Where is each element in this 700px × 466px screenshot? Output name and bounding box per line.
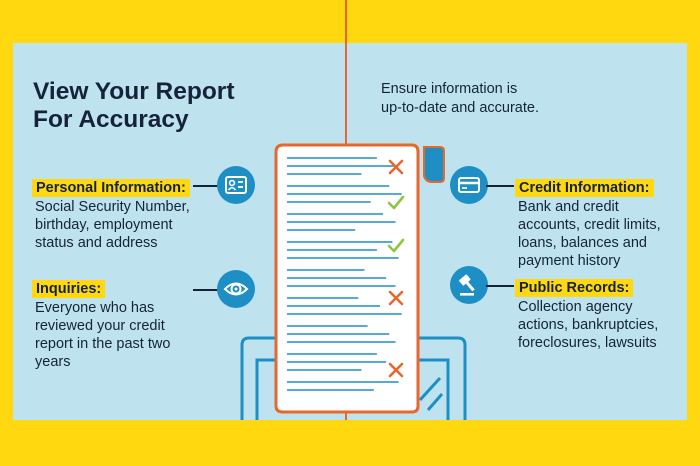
subtitle-line-2: up-to-date and accurate. [381,100,539,116]
inquiries-line: reviewed your credit [35,318,165,334]
credit-info-line: Bank and credit [518,199,619,215]
cross-mark-icon [388,159,404,175]
subtitle-line-1: Ensure information is [381,81,518,97]
gavel-icon [450,266,488,304]
tablet-glare-1 [418,376,442,402]
inquiries-line: report in the past two [35,336,171,352]
public-records-line: actions, bankruptcies, [518,317,659,333]
personal-info-heading: Personal Information: [32,179,190,197]
credit-connector [486,185,514,187]
public-records-line: foreclosures, lawsuits [518,335,657,351]
document-text-lines [287,157,402,391]
personal-info-line: Social Security Number, [35,199,190,215]
credit-info-heading: Credit Information: [515,179,654,197]
title-line-1: View Your Report [33,78,235,105]
page-title: View Your Report For Accuracy [33,78,235,134]
personal-info-line: birthday, employment [35,217,173,233]
document-marks [387,159,405,378]
cross-mark-icon [388,290,404,306]
public-records-heading: Public Records: [515,279,634,297]
public-records-block: Public Records: Collection agency action… [515,279,659,352]
divider-top-line [345,0,347,43]
subtitle: Ensure information is up-to-date and acc… [381,80,539,118]
cross-mark-icon [388,362,404,378]
report-document [274,143,445,414]
check-mark-icon [387,195,405,210]
credit-info-line: loans, balances and [518,235,647,251]
credit-info-block: Credit Information: Bank and credit acco… [515,179,661,270]
public-records-line: Collection agency [518,299,633,315]
document-curl [423,146,445,183]
personal-info-block: Personal Information: Social Security Nu… [32,179,190,252]
eye-icon [217,270,255,308]
id-card-icon [217,166,255,204]
credit-card-icon [450,166,488,204]
tablet-glare-2 [426,393,444,411]
credit-info-line: accounts, credit limits, [518,217,661,233]
public-connector [486,285,514,287]
inquiries-connector [193,289,219,291]
personal-connector [193,185,219,187]
personal-info-line: status and address [35,235,158,251]
inquiries-line: Everyone who has [35,300,155,316]
inquiries-heading: Inquiries: [32,280,106,298]
inquiries-line: years [35,354,71,370]
title-line-2: For Accuracy [33,106,189,133]
inquiries-block: Inquiries: Everyone who has reviewed you… [32,280,171,371]
check-mark-icon [387,238,405,253]
credit-info-line: payment history [518,253,621,269]
